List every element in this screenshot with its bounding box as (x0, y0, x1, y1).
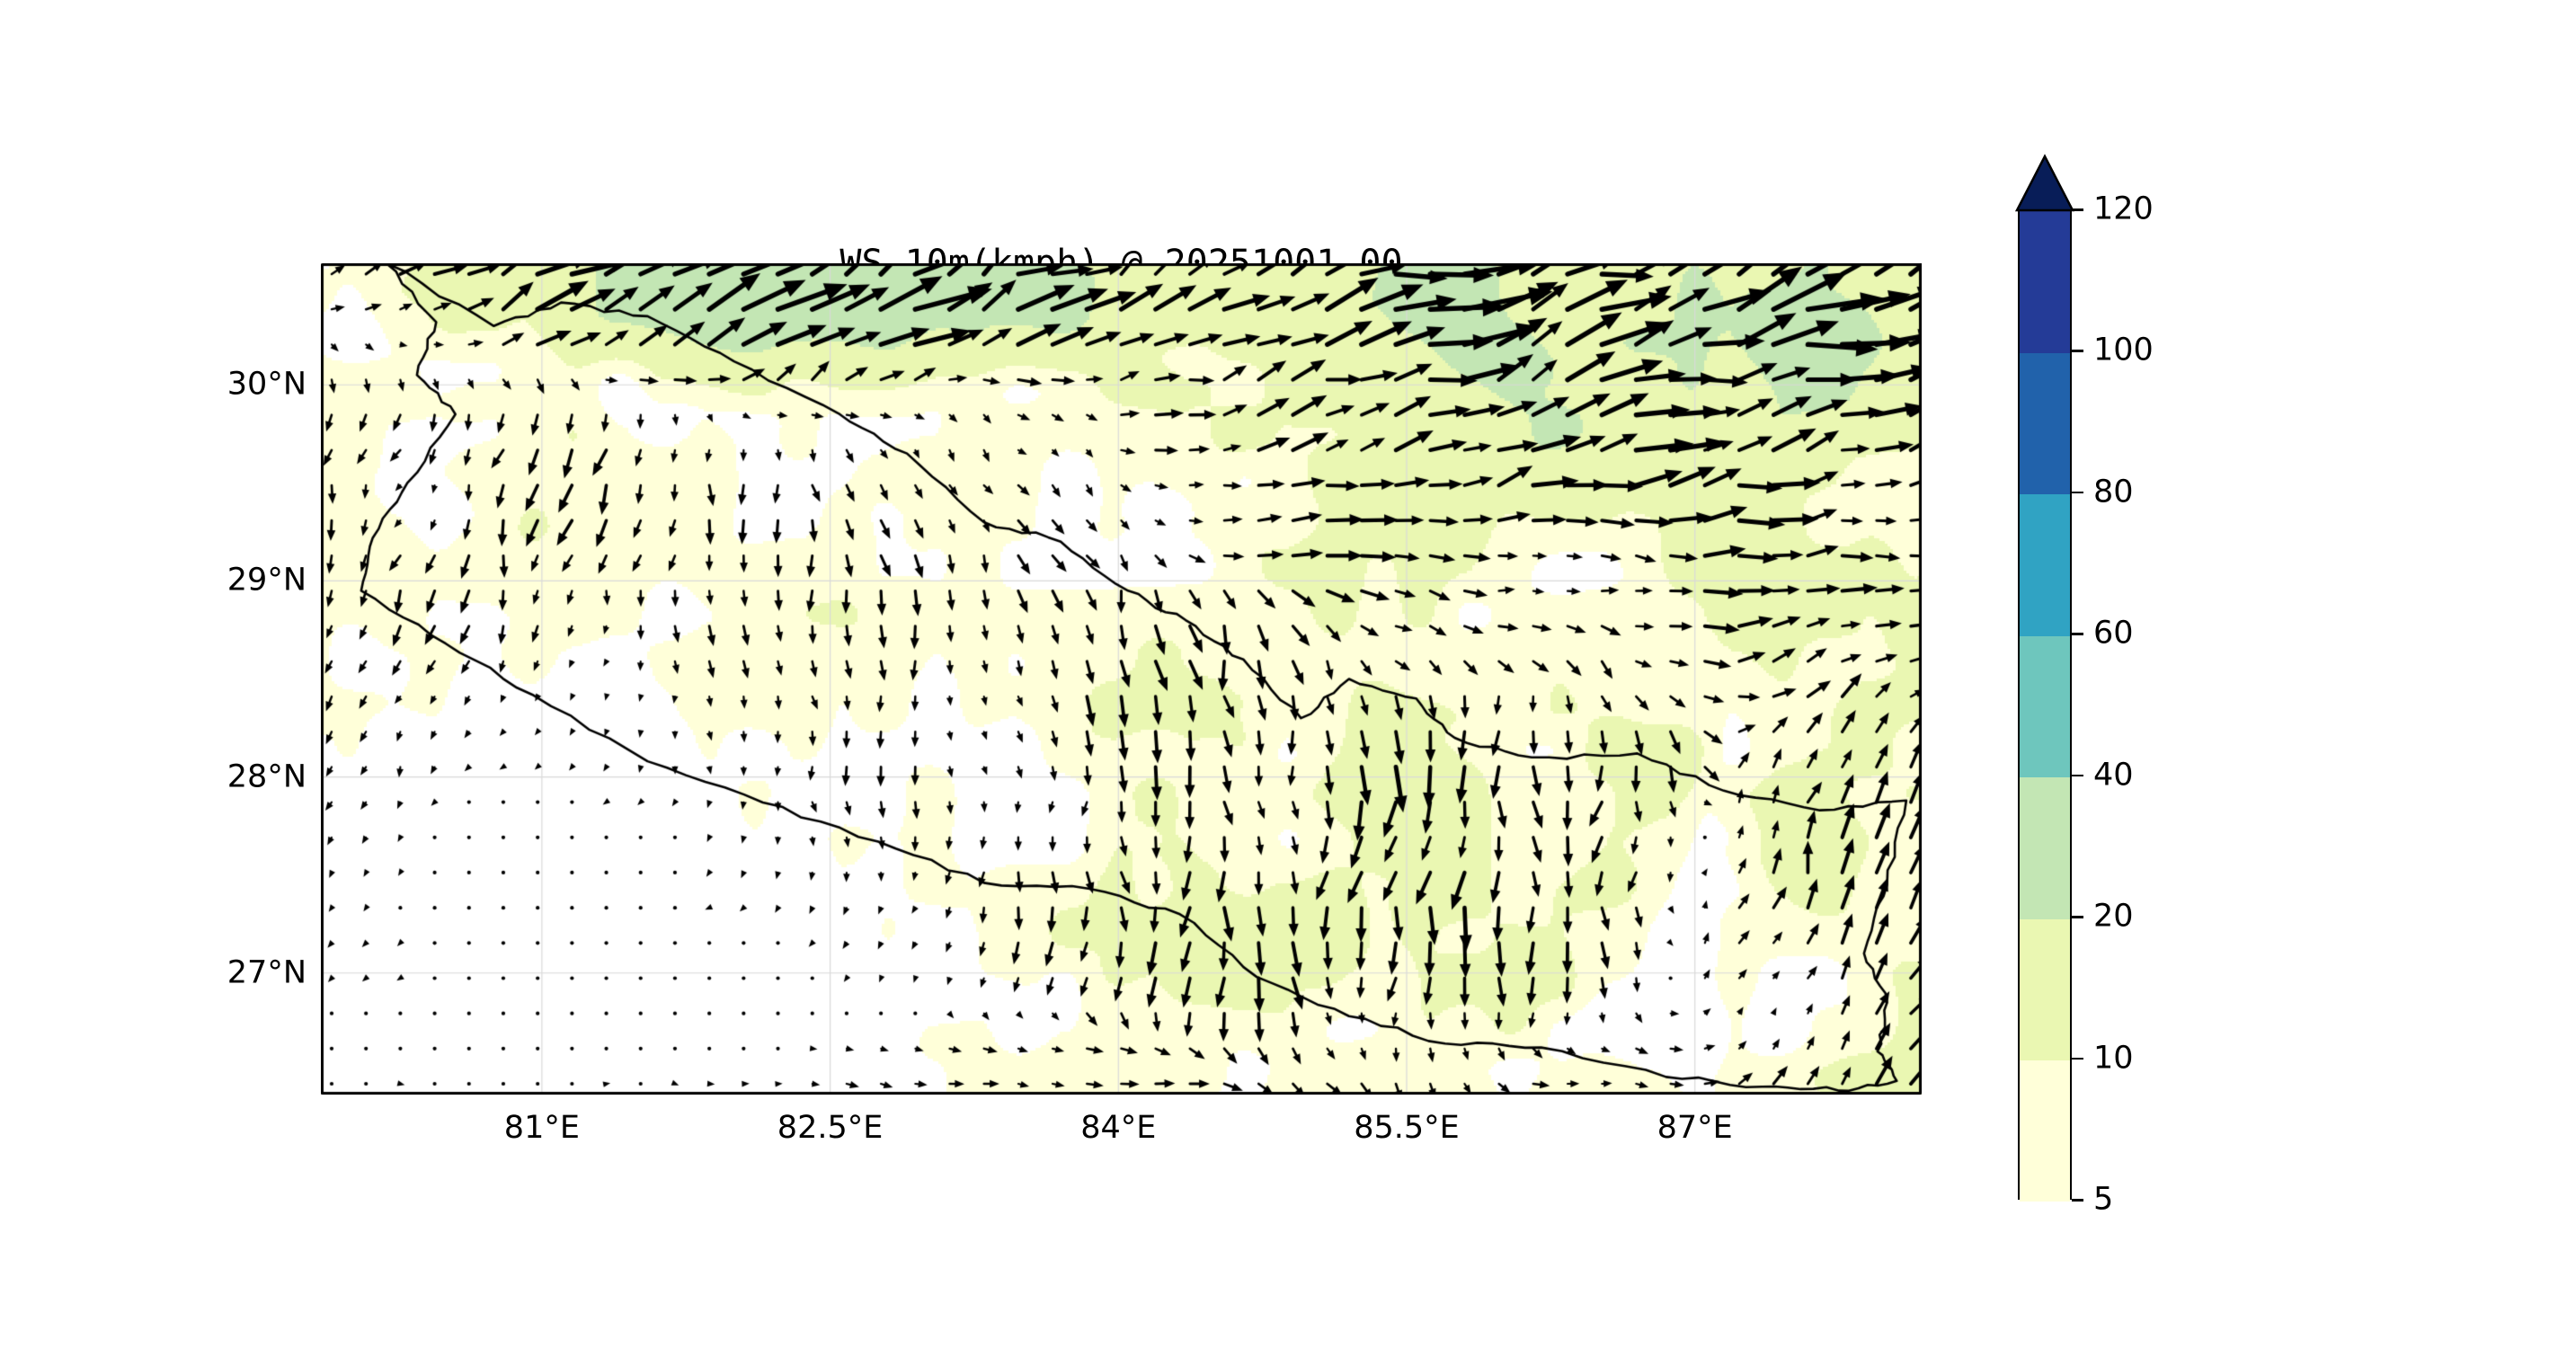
colorbar-tick-label: 40 (2093, 757, 2134, 794)
colorbar-tick (2072, 633, 2083, 635)
colorbar-segment (2020, 211, 2070, 353)
colorbar-segment (2020, 352, 2070, 495)
colorbar-tick-label: 10 (2093, 1040, 2134, 1077)
y-tick-label: 29°N (227, 562, 306, 599)
x-tick-label: 81°E (503, 1110, 580, 1146)
colorbar-tick (2072, 208, 2083, 211)
y-tick-label: 27°N (227, 954, 306, 991)
colorbar-tick-label: 60 (2093, 615, 2134, 652)
colorbar-tick-label: 20 (2093, 898, 2134, 935)
colorbar-tick (2072, 491, 2083, 494)
y-tick-label: 30°N (227, 366, 306, 403)
colorbar-tick (2072, 1057, 2083, 1060)
colorbar-tick (2072, 1199, 2083, 1202)
colorbar-segment (2020, 635, 2070, 778)
colorbar-segment (2020, 493, 2070, 636)
colorbar-tick (2072, 350, 2083, 352)
x-tick-label: 84°E (1080, 1110, 1157, 1146)
colorbar-extend-triangle (2014, 154, 2075, 212)
x-tick-label: 85.5°E (1354, 1110, 1460, 1146)
colorbar-tick (2072, 916, 2083, 918)
colorbar-segment (2020, 918, 2070, 1061)
x-tick-label: 82.5°E (777, 1110, 884, 1146)
colorbar-tick (2072, 774, 2083, 777)
colorbar-tick-label: 100 (2093, 332, 2154, 368)
colorbar-tick-label: 5 (2093, 1181, 2114, 1218)
colorbar-frame (2018, 209, 2072, 1202)
colorbar-tick-label: 80 (2093, 474, 2134, 510)
colorbar-segment (2020, 776, 2070, 919)
wind-map-canvas (321, 263, 1922, 1095)
x-tick-label: 87°E (1657, 1110, 1733, 1146)
y-tick-label: 28°N (227, 758, 306, 795)
colorbar-segment (2020, 1060, 2070, 1202)
colorbar-tick-label: 120 (2093, 191, 2154, 227)
